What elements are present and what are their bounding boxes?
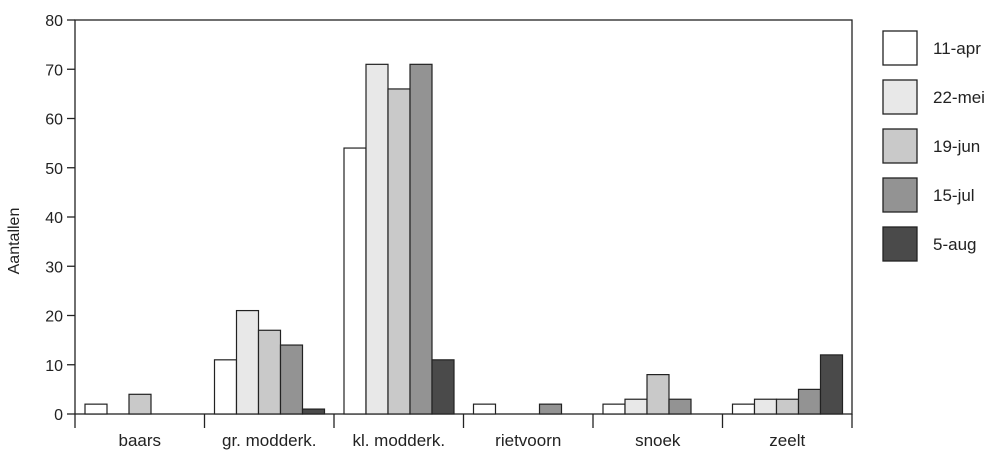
legend-label: 5-aug (933, 235, 976, 254)
bar (819, 354, 844, 415)
x-tick-label: gr. modderk. (222, 431, 317, 450)
bar (775, 398, 800, 415)
legend-swatch (882, 226, 918, 262)
bar (646, 374, 670, 415)
x-tick-label: kl. modderk. (352, 431, 445, 450)
legend-swatch (882, 30, 918, 66)
bar (343, 147, 367, 415)
legend-label: 15-jul (933, 186, 975, 205)
bar (257, 329, 282, 415)
y-tick-label: 50 (45, 161, 63, 178)
y-tick-label: 10 (45, 358, 63, 375)
x-tick-label: rietvoorn (495, 431, 561, 450)
legend: 11-apr 22-mei 19-jun 15-jul 5-aug (882, 30, 985, 262)
legend-label: 19-jun (933, 137, 980, 156)
plot-frame (74, 19, 853, 415)
y-tick-label: 20 (45, 309, 63, 326)
bar (301, 408, 326, 415)
legend-swatch (882, 79, 918, 115)
bar (472, 403, 497, 415)
bar (668, 398, 692, 415)
legend-swatch (882, 128, 918, 164)
x-axis: baars gr. modderk. kl. modderk. rietvoorn sn… (74, 414, 853, 450)
x-tick-label: baars (118, 431, 161, 450)
y-tick-label: 60 (45, 112, 63, 129)
bar (431, 359, 455, 415)
y-axis-title: Aantallen (6, 208, 23, 275)
plot-border (74, 19, 853, 415)
bar (797, 388, 822, 415)
x-tick-label: snoek (635, 431, 681, 450)
bar (128, 393, 152, 415)
bar (387, 88, 411, 415)
bar (538, 403, 563, 415)
y-tick-label: 80 (45, 13, 63, 30)
bar (753, 398, 778, 415)
legend-label: 11-apr (933, 39, 981, 58)
y-tick-label: 70 (45, 62, 63, 79)
y-tick-label: 30 (45, 259, 63, 276)
y-tick-label: 40 (45, 210, 63, 227)
bar (235, 309, 260, 415)
bar (84, 403, 108, 415)
bar (731, 403, 756, 415)
bars (84, 63, 844, 415)
legend-label: 22-mei (933, 88, 985, 107)
x-tick-label: zeelt (769, 431, 805, 450)
bar (213, 359, 238, 415)
bar (365, 63, 389, 415)
y-axis: 0 10 20 30 40 50 60 70 80 (45, 13, 75, 424)
bar (279, 344, 304, 415)
bar (602, 403, 626, 415)
bar (624, 398, 648, 415)
y-tick-label: 0 (54, 407, 63, 424)
bar (409, 63, 433, 415)
legend-swatch (882, 177, 918, 213)
